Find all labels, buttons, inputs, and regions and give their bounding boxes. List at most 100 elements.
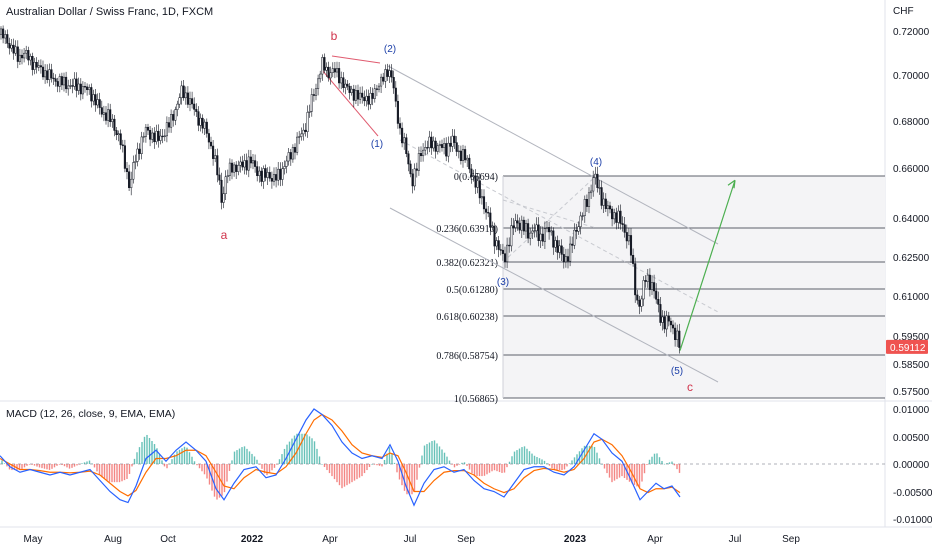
candle-body — [121, 144, 124, 146]
candle-body — [310, 94, 313, 112]
macd-histogram-bar — [46, 464, 48, 470]
candle-body — [243, 160, 246, 168]
candle-body — [629, 235, 633, 256]
macd-histogram-bar — [123, 464, 126, 481]
candle-body — [283, 166, 286, 169]
candle-body — [224, 176, 227, 194]
candle-body — [545, 227, 549, 229]
macd-histogram-bar — [421, 455, 423, 464]
macd-histogram-bar — [663, 463, 666, 465]
price-tick-label: 0.58500 — [893, 360, 930, 371]
macd-histogram-bar — [36, 464, 38, 467]
candle-body — [107, 109, 110, 121]
macd-histogram-bar — [306, 434, 308, 464]
macd-histogram-bar — [446, 456, 448, 464]
candle-body — [16, 46, 19, 62]
macd-histogram-bar — [453, 464, 456, 468]
candle-body — [254, 160, 257, 167]
macd-histogram-bar — [173, 454, 176, 464]
candle-body — [398, 123, 402, 129]
macd-histogram-bar — [621, 464, 623, 477]
macd-histogram-bar — [463, 462, 466, 464]
candle-body — [172, 114, 175, 121]
macd-histogram-bar — [641, 464, 643, 482]
macd-histogram-bar — [251, 453, 253, 464]
macd-histogram-bar — [11, 464, 13, 471]
macd-histogram-bar — [388, 447, 391, 464]
candle-body — [493, 226, 496, 247]
time-axis-label: Apr — [647, 534, 663, 545]
fib-level-label: 0.382(0.62321) — [436, 258, 498, 269]
macd-title: MACD (12, 26, close, 9, EMA, EMA) — [6, 408, 176, 420]
price-tick-label: 0.72000 — [893, 27, 930, 38]
candle-body — [92, 94, 95, 102]
macd-histogram-bar — [598, 458, 601, 464]
macd-histogram-bar — [263, 464, 266, 474]
macd-histogram-bar — [351, 464, 353, 483]
candle-body — [191, 98, 194, 105]
candle-body — [268, 172, 271, 179]
macd-histogram-bar — [268, 464, 271, 473]
candle-body — [411, 173, 414, 187]
candle-body — [60, 76, 63, 86]
macd-histogram-bar — [91, 463, 93, 465]
candle-body — [170, 114, 173, 128]
macd-histogram-bar — [153, 444, 156, 464]
macd-histogram-bar — [171, 459, 173, 464]
macd-histogram-bar — [16, 464, 18, 471]
candle-body — [128, 171, 131, 189]
candle-body — [510, 225, 513, 247]
macd-histogram-bar — [496, 464, 498, 472]
candle-body — [356, 90, 360, 100]
candle-body — [634, 263, 637, 296]
macd-histogram-bar — [538, 458, 541, 464]
candle-body — [445, 143, 448, 157]
macd-histogram-bar — [633, 464, 636, 485]
macd-histogram-bar — [301, 433, 303, 464]
candle-body — [338, 68, 341, 84]
candle-body — [264, 168, 267, 178]
candle-body — [272, 174, 276, 182]
candle-body — [344, 83, 347, 88]
macd-histogram-bar — [491, 464, 493, 472]
candle-body — [157, 130, 160, 141]
macd-line — [0, 408, 681, 507]
macd-histogram-bar — [673, 464, 676, 466]
candle-body — [249, 156, 252, 164]
candle-body — [611, 208, 614, 220]
macd-histogram-bar — [531, 453, 533, 464]
candle-body — [508, 244, 511, 247]
candle-body — [426, 147, 429, 149]
candle-body — [88, 87, 91, 91]
candle-body — [182, 85, 185, 99]
macd-histogram-bar — [506, 464, 508, 468]
wave-label: a — [221, 228, 228, 242]
macd-histogram-bar — [541, 459, 543, 464]
candle-body — [18, 54, 21, 62]
candle-body — [6, 34, 9, 44]
candle-body — [390, 70, 393, 78]
candle-body — [8, 43, 11, 49]
candle-body — [138, 148, 141, 154]
macd-histogram-bar — [278, 459, 281, 464]
candle-body — [571, 243, 574, 246]
candle-body — [678, 330, 681, 348]
candle-body — [140, 136, 143, 154]
macd-histogram-bar — [141, 441, 143, 464]
candle-body — [659, 304, 662, 323]
macd-histogram-bar — [178, 449, 181, 464]
macd-histogram-bar — [528, 451, 531, 464]
candle-body — [375, 88, 378, 90]
candle-body — [62, 76, 66, 86]
candle-body — [489, 212, 492, 228]
macd-histogram-bar — [188, 452, 191, 464]
price-tick-label: 0.66000 — [893, 164, 930, 175]
candle-body — [262, 168, 265, 182]
candle-body — [506, 244, 509, 263]
macd-histogram-bar — [396, 464, 398, 473]
candle-body — [37, 65, 40, 68]
macd-histogram-bar — [503, 464, 506, 473]
candle-body — [117, 133, 120, 135]
